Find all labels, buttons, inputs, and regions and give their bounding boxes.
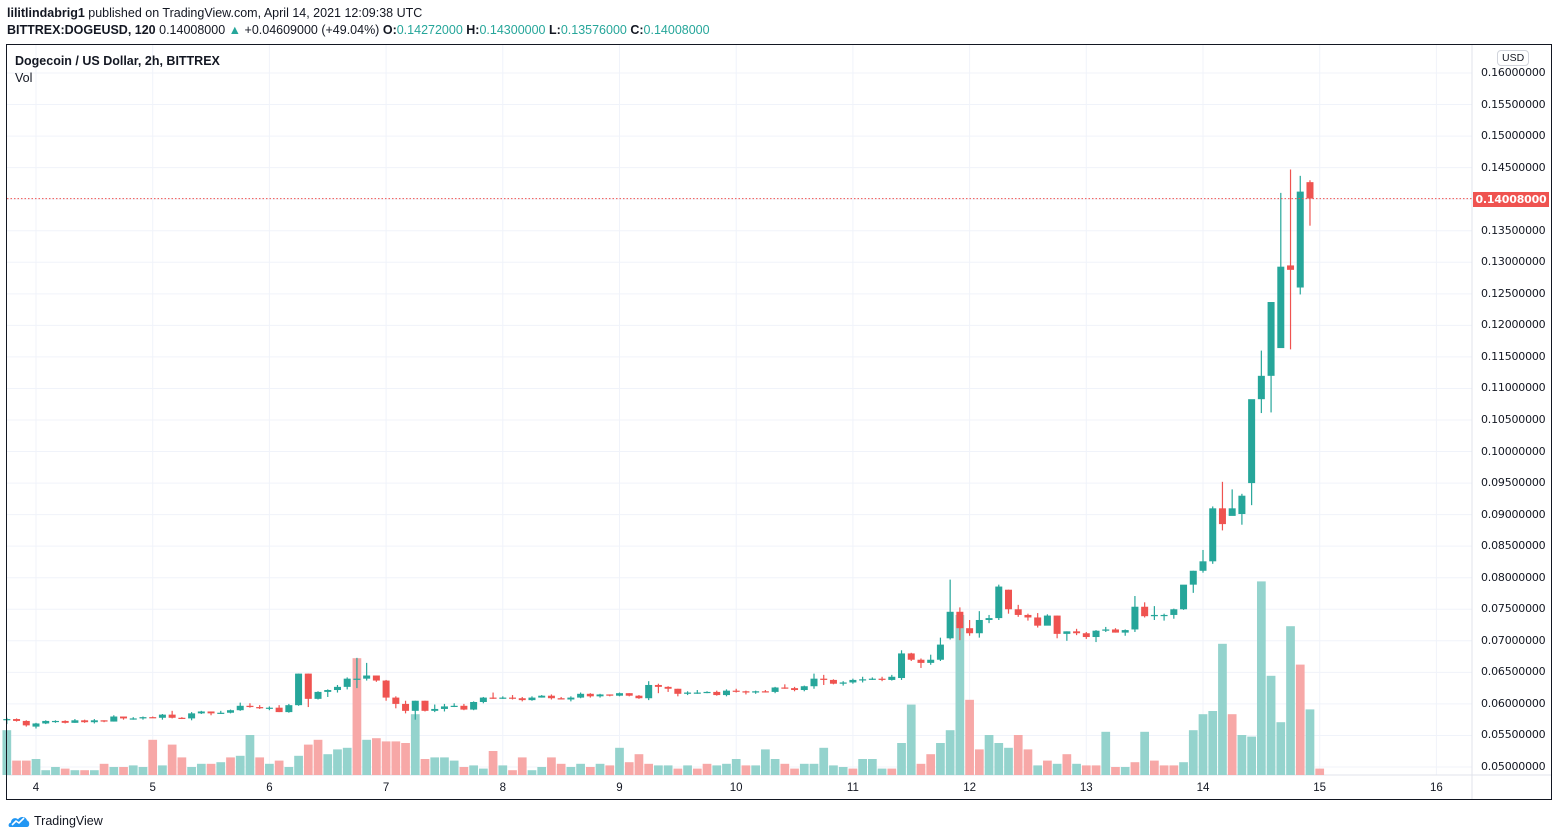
time-tick-label: 12 xyxy=(963,782,976,794)
time-tick-label: 14 xyxy=(1196,782,1210,794)
time-tick-label: 16 xyxy=(1429,782,1443,794)
price-tick-label: 0.12500000 xyxy=(1481,286,1546,300)
price-tick-label: 0.10500000 xyxy=(1481,412,1546,426)
chart-title[interactable]: Dogecoin / US Dollar, 2h, BITTREX xyxy=(15,54,220,68)
price-tick-label: 0.06500000 xyxy=(1481,665,1546,679)
last-price-value: 0.14008000 xyxy=(159,23,226,37)
price-tick-label: 0.09000000 xyxy=(1481,507,1546,521)
price-tick-label: 0.15500000 xyxy=(1481,97,1546,111)
price-tick-label: 0.06000000 xyxy=(1481,696,1546,710)
price-tick-label: 0.05500000 xyxy=(1481,728,1546,742)
price-tick-label: 0.08000000 xyxy=(1481,570,1546,584)
price-tick-label: 0.05000000 xyxy=(1481,759,1546,773)
time-tick-label: 9 xyxy=(616,782,623,794)
ohlc-header: BITTREX:DOGEUSD, 120 0.14008000 ▲ +0.046… xyxy=(7,23,710,37)
volume-indicator-label[interactable]: Vol xyxy=(15,71,33,85)
high-label: H: xyxy=(466,23,480,37)
time-tick-label: 11 xyxy=(846,782,859,794)
publisher-name[interactable]: lilitlindabrig1 xyxy=(7,6,85,20)
price-tick-label: 0.14500000 xyxy=(1481,160,1546,174)
time-tick-label: 5 xyxy=(149,782,156,794)
published-text: published on TradingView.com, April 14, … xyxy=(84,6,423,20)
price-tick-label: 0.12000000 xyxy=(1481,318,1546,332)
low-value: 0.13576000 xyxy=(560,23,627,37)
price-tick-label: 0.13000000 xyxy=(1481,255,1546,269)
time-tick-label: 8 xyxy=(499,782,506,794)
open-label: O: xyxy=(382,23,397,37)
price-tick-label: 0.09500000 xyxy=(1481,476,1546,490)
chart-legend: Dogecoin / US Dollar, 2h, BITTREX Vol xyxy=(15,53,220,87)
brand-name: TradingView xyxy=(34,814,103,828)
price-tick-label: 0.07000000 xyxy=(1481,633,1546,647)
high-value: 0.14300000 xyxy=(479,23,546,37)
time-tick-label: 7 xyxy=(382,782,390,794)
price-tick-label: 0.13500000 xyxy=(1481,223,1546,237)
symbol-label: BITTREX:DOGEUSD, 120 xyxy=(7,23,156,37)
publish-info: lilitlindabrig1 published on TradingView… xyxy=(7,6,422,20)
time-tick-label: 15 xyxy=(1313,782,1327,794)
up-arrow-icon: ▲ xyxy=(228,23,242,37)
chart-frame xyxy=(6,44,1552,800)
tradingview-logo-icon xyxy=(8,816,30,827)
last-price-label: 0.14008000 xyxy=(1473,192,1549,207)
tradingview-branding[interactable]: TradingView xyxy=(8,814,103,828)
time-tick-label: 13 xyxy=(1079,782,1093,794)
price-tick-label: 0.11500000 xyxy=(1481,349,1546,363)
time-tick-label: 6 xyxy=(266,782,273,794)
currency-button[interactable]: USD xyxy=(1497,50,1530,66)
price-tick-label: 0.16000000 xyxy=(1481,66,1546,79)
price-tick-label: 0.15000000 xyxy=(1481,129,1546,143)
time-tick-label: 10 xyxy=(729,782,743,794)
close-label: C: xyxy=(630,23,644,37)
price-tick-label: 0.11000000 xyxy=(1481,381,1546,395)
open-value: 0.14272000 xyxy=(396,23,463,37)
time-tick-label: 4 xyxy=(32,782,40,794)
close-value: 0.14008000 xyxy=(643,23,710,37)
change-value: +0.04609000 (+49.04%) xyxy=(244,23,380,37)
price-tick-label: 0.08500000 xyxy=(1481,539,1546,553)
low-label: L: xyxy=(549,23,561,37)
price-tick-label: 0.07500000 xyxy=(1481,602,1546,616)
price-tick-label: 0.10000000 xyxy=(1481,444,1546,458)
